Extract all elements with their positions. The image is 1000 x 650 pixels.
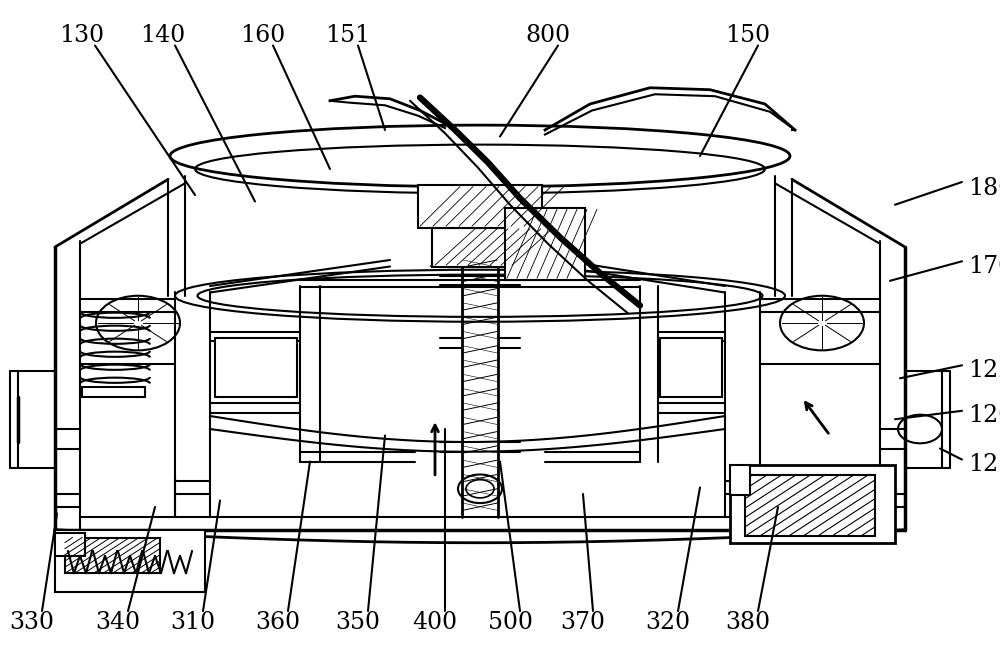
Text: 160: 160 [240, 24, 286, 47]
Text: 180: 180 [968, 177, 1000, 200]
Bar [730, 465, 895, 543]
Text: 150: 150 [725, 24, 771, 47]
Bar [505, 208, 585, 280]
Text: 320: 320 [645, 611, 691, 634]
Text: 350: 350 [336, 611, 380, 634]
Text: 800: 800 [525, 24, 571, 47]
Bar [55, 530, 205, 592]
Text: 340: 340 [95, 611, 141, 634]
Text: 151: 151 [325, 24, 371, 47]
Text: 370: 370 [560, 611, 606, 634]
Text: 360: 360 [255, 611, 301, 634]
Text: 121: 121 [968, 453, 1000, 476]
Text: 310: 310 [170, 611, 216, 634]
Text: 500: 500 [488, 611, 532, 634]
Text: 122: 122 [968, 359, 1000, 382]
Bar [660, 338, 722, 396]
Bar [215, 338, 297, 396]
Text: 130: 130 [59, 24, 105, 47]
Text: 140: 140 [140, 24, 186, 47]
Text: 380: 380 [725, 611, 771, 634]
Bar [82, 387, 145, 396]
Bar [432, 227, 528, 266]
Text: 170: 170 [968, 255, 1000, 278]
Bar [745, 474, 875, 536]
Bar [418, 185, 542, 227]
Text: 400: 400 [412, 611, 458, 634]
Text: 120: 120 [968, 404, 1000, 428]
Bar [65, 538, 160, 573]
Bar [55, 533, 85, 556]
Bar [730, 465, 750, 495]
Text: 330: 330 [10, 611, 54, 634]
